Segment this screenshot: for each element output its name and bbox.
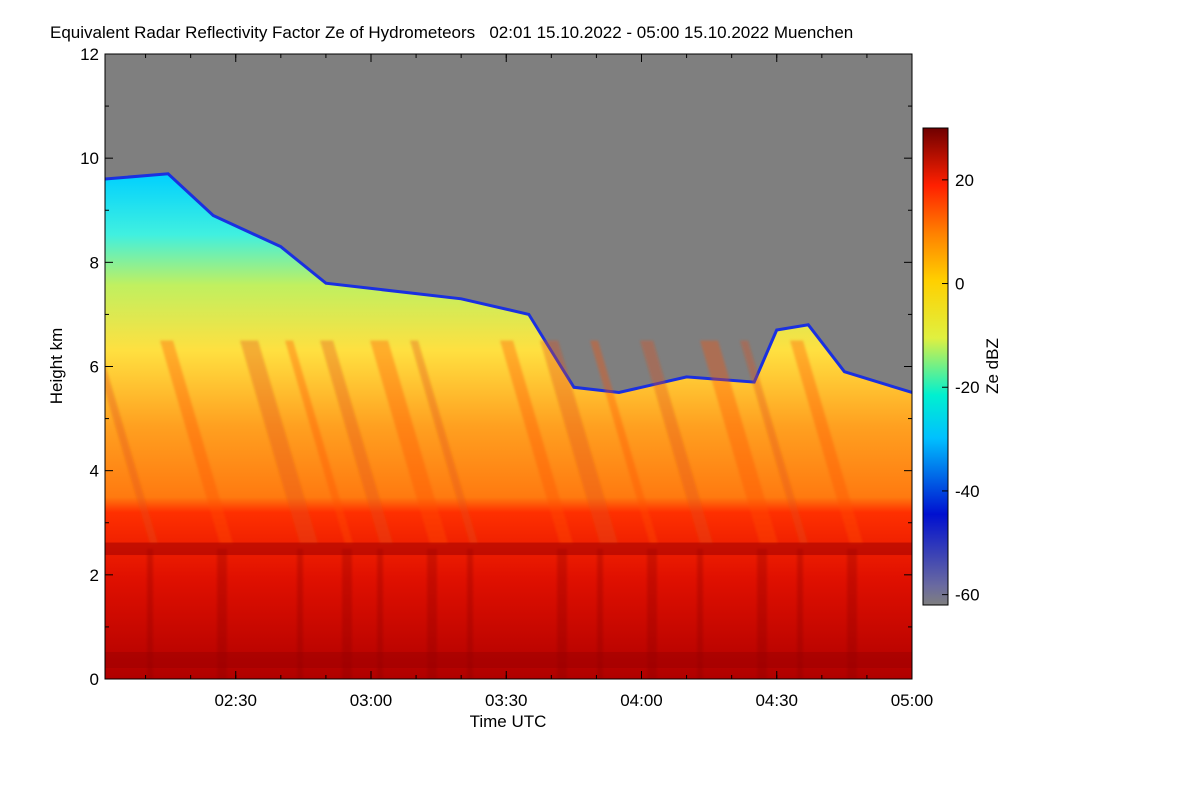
fall-streak	[700, 340, 778, 544]
rain-streak	[557, 548, 567, 679]
colorbar-tick-label: -20	[955, 378, 980, 397]
y-tick-label: 6	[90, 358, 99, 377]
x-axis-label: Time UTC	[470, 712, 547, 731]
fall-streak	[500, 340, 573, 544]
fall-streak	[790, 340, 863, 544]
y-tick-label: 8	[90, 253, 99, 272]
fall-streak	[540, 340, 618, 544]
y-axis-label: Height km	[47, 328, 66, 405]
x-tick-label: 05:00	[891, 691, 934, 710]
colorbar-tick-label: -40	[955, 482, 980, 501]
rain-streak	[757, 548, 767, 679]
y-axis: 0 2 4 6 8 10 12	[80, 45, 912, 689]
colorbar-tick-label: 0	[955, 275, 964, 294]
fall-streak	[320, 340, 393, 544]
fall-streak	[410, 340, 478, 544]
rain-streak	[467, 548, 473, 679]
y-tick-label: 10	[80, 149, 99, 168]
fall-streak	[160, 340, 233, 544]
fall-streak	[370, 340, 448, 544]
x-tick-label: 03:00	[350, 691, 393, 710]
x-tick-label: 04:30	[755, 691, 798, 710]
rain-streak	[377, 548, 383, 679]
rain-streak	[342, 548, 352, 679]
x-axis: 02:30 03:00 03:30 04:00 04:30 05:00	[145, 54, 934, 710]
fall-streaks	[105, 340, 863, 679]
y-tick-label: 2	[90, 566, 99, 585]
chart-title: Equivalent Radar Reflectivity Factor Ze …	[50, 23, 853, 42]
plot-area	[105, 54, 912, 679]
x-tick-label: 03:30	[485, 691, 528, 710]
colorbar-label: Ze dBZ	[983, 338, 1002, 394]
rain-streak	[297, 548, 303, 679]
rain-streak	[797, 548, 803, 679]
melting-layer-band	[105, 542, 912, 556]
x-tick-label: 04:00	[620, 691, 663, 710]
rain-streak	[697, 548, 703, 679]
colorbar-tick-label: 20	[955, 171, 974, 190]
colorbar-axis: -60 -40 -20 0 20	[942, 171, 980, 605]
rain-streak	[427, 548, 437, 679]
rain-streak	[597, 548, 603, 679]
rain-streak	[647, 548, 657, 679]
rain-streak	[847, 548, 857, 679]
y-tick-label: 4	[90, 462, 99, 481]
fall-streak	[640, 340, 713, 544]
rain-streak	[147, 548, 153, 679]
colorbar-tick-label: -60	[955, 586, 980, 605]
fall-streak	[240, 340, 318, 544]
colorbar	[922, 127, 949, 606]
fall-streak	[740, 340, 808, 544]
fall-streak	[285, 340, 353, 544]
y-tick-label: 12	[80, 45, 99, 64]
fall-streak	[590, 340, 658, 544]
near-ground-band	[105, 652, 912, 668]
rain-streak	[217, 548, 227, 679]
y-tick-label: 0	[90, 670, 99, 689]
x-tick-label: 02:30	[214, 691, 257, 710]
